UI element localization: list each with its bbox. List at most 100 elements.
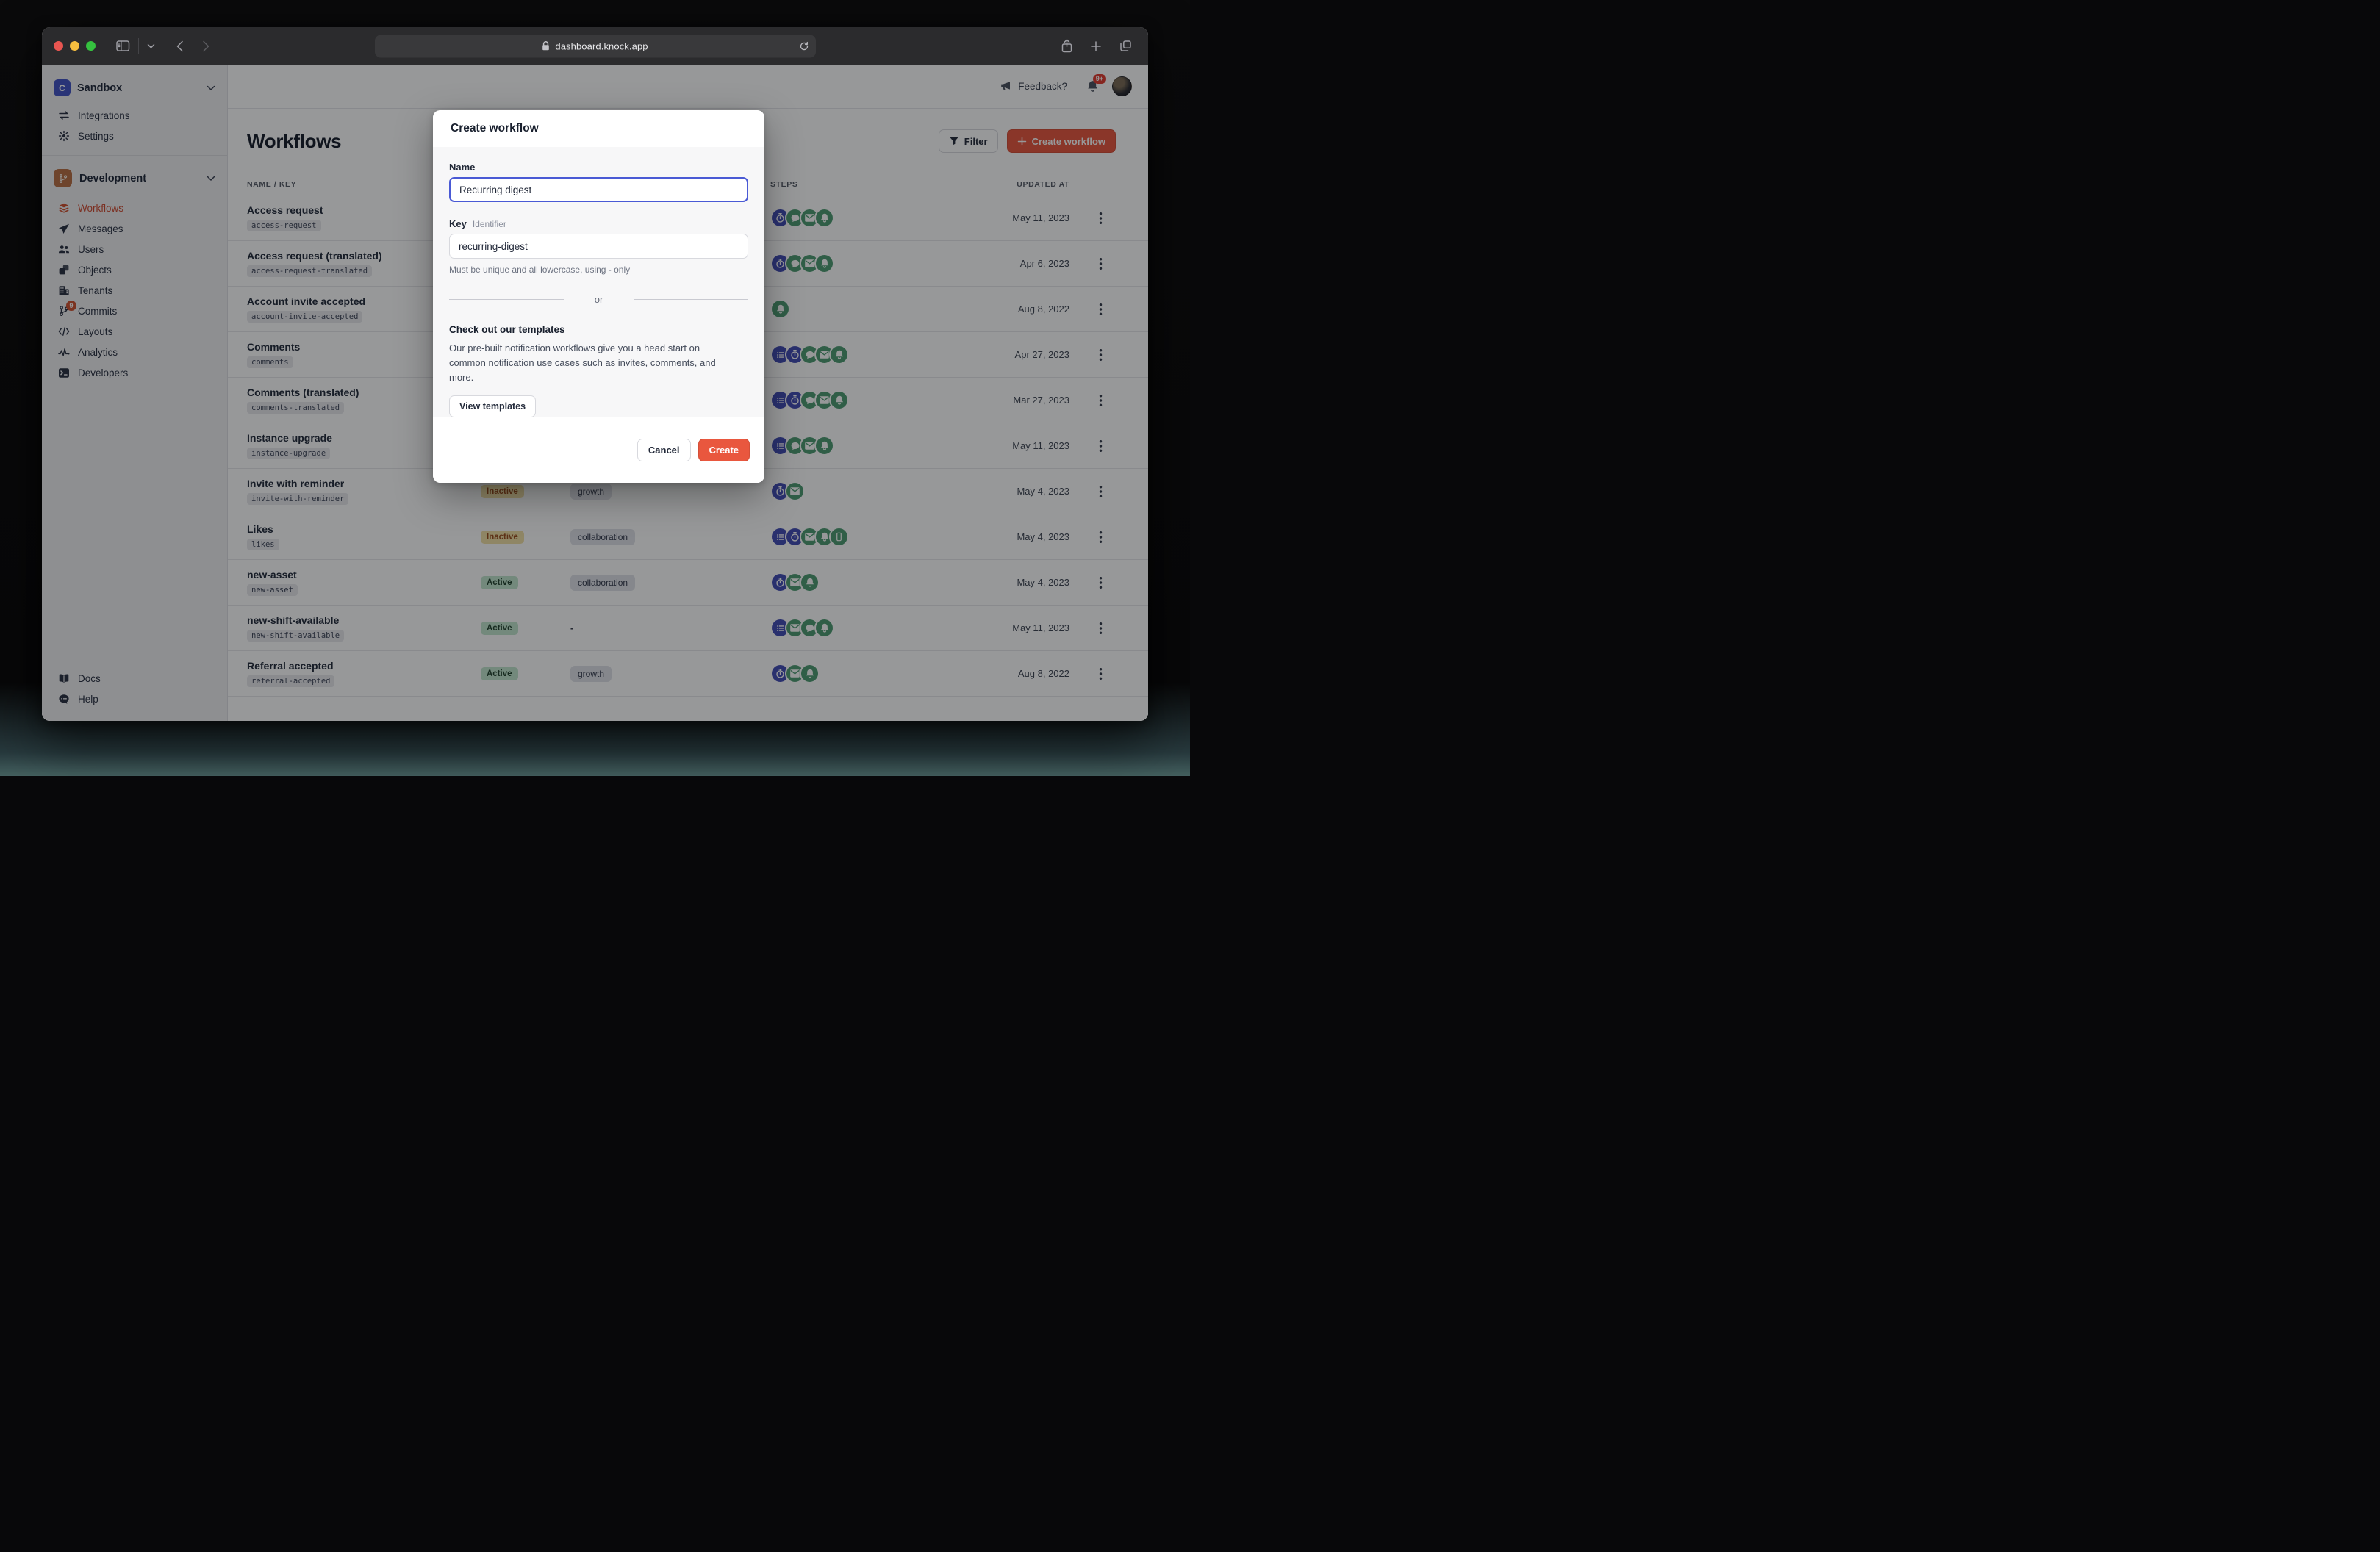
- table-row[interactable]: Account invite accepted account-invite-a…: [228, 287, 1148, 332]
- table-row[interactable]: new-shift-available new-shift-available …: [228, 606, 1148, 651]
- updated-at: Mar 27, 2023: [1013, 395, 1069, 406]
- environment-icon: [54, 169, 72, 187]
- steps-icons: [770, 436, 970, 456]
- workflow-name: Instance upgrade: [247, 432, 332, 444]
- tab-overview-icon[interactable]: [1114, 35, 1136, 57]
- chat-bubble-icon: [58, 694, 70, 705]
- table-row[interactable]: new-asset new-asset Active collaboration…: [228, 560, 1148, 606]
- workflow-key-input[interactable]: [449, 234, 748, 259]
- forward-button[interactable]: [195, 35, 217, 57]
- create-workflow-button[interactable]: Create workflow: [1006, 129, 1116, 153]
- sidebar-item-docs[interactable]: Docs: [42, 668, 227, 689]
- filter-button[interactable]: Filter: [938, 129, 998, 153]
- sidebar-item-analytics[interactable]: Analytics: [42, 342, 227, 362]
- sidebar-item-label: Users: [78, 243, 104, 255]
- toolbar-divider: [138, 37, 139, 54]
- sidebar-toggle-icon[interactable]: [112, 35, 134, 57]
- kebab-menu-button[interactable]: [1099, 257, 1103, 270]
- sidebar-item-developers[interactable]: Developers: [42, 362, 227, 383]
- sidebar-item-commits[interactable]: 9 Commits: [42, 301, 227, 321]
- minimize-window-button[interactable]: [70, 41, 79, 51]
- table-row[interactable]: Referral accepted referral-accepted Acti…: [228, 651, 1148, 697]
- step-icon-bell: [829, 345, 849, 364]
- workflow-name: Invite with reminder: [247, 478, 345, 489]
- account-switcher[interactable]: C Sandbox: [42, 76, 227, 105]
- kebab-menu-button[interactable]: [1099, 439, 1103, 453]
- sidebar-item-layouts[interactable]: Layouts: [42, 321, 227, 342]
- environment-switcher[interactable]: Development: [42, 169, 227, 198]
- kebab-menu-button[interactable]: [1099, 576, 1103, 589]
- kebab-menu-button[interactable]: [1099, 622, 1103, 635]
- share-icon[interactable]: [1055, 35, 1078, 57]
- feedback-button[interactable]: Feedback?: [1000, 81, 1067, 92]
- cancel-button[interactable]: Cancel: [637, 439, 691, 462]
- address-bar[interactable]: dashboard.knock.app: [374, 35, 816, 57]
- create-button[interactable]: Create: [698, 439, 750, 462]
- updated-at: Apr 6, 2023: [1019, 258, 1069, 269]
- kebab-menu-button[interactable]: [1099, 303, 1103, 316]
- chevron-down-icon[interactable]: [143, 35, 158, 57]
- or-divider: or: [449, 294, 748, 305]
- sidebar-item-label: Messages: [78, 223, 123, 234]
- kebab-menu-button[interactable]: [1099, 394, 1103, 407]
- workflow-name: Comments: [247, 341, 301, 353]
- megaphone-icon: [1000, 81, 1011, 92]
- notifications-button[interactable]: 9+: [1086, 74, 1106, 93]
- new-tab-icon[interactable]: [1085, 35, 1107, 57]
- back-button[interactable]: [168, 35, 190, 57]
- sidebar-item-tenants[interactable]: Tenants: [42, 280, 227, 301]
- sidebar-item-objects[interactable]: Objects: [42, 259, 227, 280]
- step-icon-bell: [814, 436, 834, 456]
- step-icon-bell: [814, 254, 834, 273]
- sidebar: C Sandbox Integrations Settings Developm…: [42, 65, 228, 721]
- sidebar-item-settings[interactable]: Settings: [42, 126, 227, 146]
- sidebar-item-label: Tenants: [78, 284, 113, 296]
- column-updated-at: UPDATED AT: [1017, 179, 1069, 189]
- sidebar-item-label: Analytics: [78, 346, 118, 358]
- workflow-key: likes: [247, 539, 279, 550]
- step-icon-bell: [829, 390, 849, 410]
- environment-name: Development: [79, 172, 147, 184]
- terminal-icon: [58, 367, 70, 378]
- sidebar-item-label: Integrations: [78, 109, 130, 121]
- layers-icon: [58, 202, 70, 214]
- steps-icons: [770, 572, 970, 592]
- kebab-menu-button[interactable]: [1099, 212, 1103, 225]
- table-row[interactable]: Access request access-request May 11, 20…: [228, 195, 1148, 241]
- workflow-key: new-asset: [247, 584, 298, 596]
- updated-at: May 11, 2023: [1012, 622, 1069, 633]
- workflow-table: Access request access-request May 11, 20…: [228, 195, 1148, 697]
- sidebar-item-messages[interactable]: Messages: [42, 218, 227, 239]
- steps-icons: [770, 299, 970, 319]
- sidebar-item-integrations[interactable]: Integrations: [42, 105, 227, 126]
- workflow-key: comments: [247, 356, 293, 368]
- close-window-button[interactable]: [54, 41, 63, 51]
- column-steps: STEPS: [770, 179, 798, 189]
- table-row[interactable]: Likes likes Inactive collaboration May 4…: [228, 514, 1148, 560]
- avatar[interactable]: [1112, 76, 1132, 96]
- code-icon: [58, 326, 70, 337]
- workflow-name-input[interactable]: [449, 177, 748, 202]
- divider-line: [634, 299, 748, 300]
- kebab-menu-button[interactable]: [1099, 667, 1103, 680]
- top-header: Feedback? 9+: [228, 65, 1148, 109]
- view-templates-button[interactable]: View templates: [449, 395, 537, 417]
- status-badge: Active: [481, 576, 518, 589]
- kebab-menu-button[interactable]: [1099, 485, 1103, 498]
- kebab-menu-button[interactable]: [1099, 348, 1103, 362]
- table-row[interactable]: Invite with reminder invite-with-reminde…: [228, 469, 1148, 514]
- browser-window: dashboard.knock.app C Sandbox Inte: [42, 27, 1148, 721]
- reload-icon[interactable]: [799, 40, 809, 51]
- window-controls: [54, 41, 96, 51]
- key-label-text: Key: [449, 218, 467, 229]
- zoom-window-button[interactable]: [86, 41, 96, 51]
- git-branch-icon: 9: [58, 301, 76, 317]
- sidebar-item-users[interactable]: Users: [42, 239, 227, 259]
- or-label: or: [594, 294, 603, 305]
- sidebar-item-workflows[interactable]: Workflows: [42, 198, 227, 218]
- chevron-down-icon: [207, 85, 215, 91]
- plus-icon: [1017, 137, 1027, 146]
- workflow-name: Likes: [247, 523, 273, 535]
- sidebar-item-help[interactable]: Help: [42, 689, 227, 709]
- kebab-menu-button[interactable]: [1099, 531, 1103, 544]
